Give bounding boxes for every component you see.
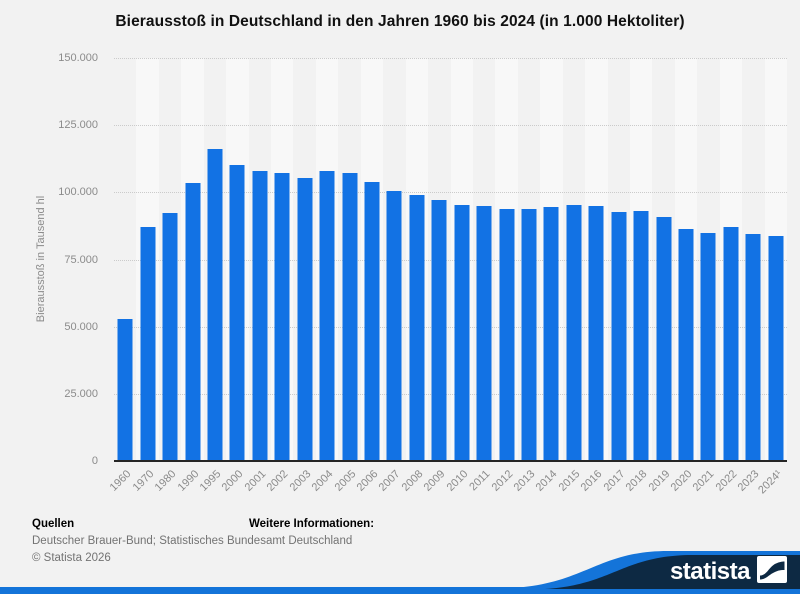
column-band: [518, 58, 540, 461]
bar-1995: [207, 148, 223, 461]
y-tick-label: 50.000: [64, 320, 98, 333]
more-info-heading: Weitere Informationen:: [249, 518, 375, 530]
column-band: [585, 58, 608, 461]
column-band: [271, 58, 294, 461]
bar-2016: [588, 205, 604, 461]
column-band: [608, 58, 630, 461]
gridline: [114, 259, 787, 261]
column-band: [204, 58, 226, 461]
x-axis-line: [114, 460, 787, 462]
column-band: [742, 58, 764, 461]
column-band: [697, 58, 719, 461]
column-band: [136, 58, 159, 461]
bar-2000: [229, 164, 245, 461]
bar-2007: [386, 191, 402, 461]
column-band: [360, 58, 384, 461]
bar-1980: [162, 213, 178, 461]
column-band: [159, 58, 181, 461]
bar-2023: [745, 234, 761, 461]
column-band: [495, 58, 518, 461]
bar-2018: [633, 210, 649, 461]
copyright-text: © Statista 2026: [32, 552, 111, 564]
column-band: [674, 58, 698, 461]
y-tick-label: 100.000: [58, 186, 98, 199]
gridline: [114, 192, 787, 194]
column-band: [315, 58, 339, 461]
column-band: [652, 58, 674, 461]
bar-1970: [140, 227, 156, 461]
bar-2010: [454, 205, 470, 461]
y-tick-label: 75.000: [64, 253, 98, 266]
column-band: [450, 58, 473, 461]
bar-2009: [431, 200, 447, 461]
column-band: [540, 58, 563, 461]
bar-2015: [566, 205, 582, 461]
plot-area: [114, 58, 787, 462]
column-band: [764, 58, 787, 461]
bar-1960: [117, 318, 133, 461]
column-band: [338, 58, 360, 461]
statista-logo-icon: [757, 556, 787, 583]
bottom-blue-strip: [0, 587, 800, 594]
column-band: [293, 58, 315, 461]
chart-title: Bierausstoß in Deutschland in den Jahren…: [115, 13, 685, 30]
column-band: [719, 58, 743, 461]
bar-2008: [409, 194, 425, 461]
gridline: [114, 393, 787, 395]
gridline: [114, 125, 787, 127]
bar-2002: [274, 173, 290, 461]
bar-2022: [723, 226, 739, 461]
wave-navy-body: [545, 555, 800, 589]
sources-heading: Quellen: [32, 518, 75, 530]
y-tick-label: 0: [91, 455, 98, 467]
bar-2017: [611, 211, 627, 461]
column-band: [114, 58, 136, 461]
bar-2001: [252, 170, 268, 461]
y-tick-label: 150.000: [58, 52, 98, 64]
column-band: [249, 58, 271, 461]
bar-2004: [319, 170, 335, 461]
column-band: [181, 58, 204, 461]
bar-2011: [476, 205, 492, 461]
y-tick-label: 125.000: [58, 119, 98, 132]
sources-text: Deutscher Brauer-Bund; Statistisches Bun…: [32, 535, 353, 547]
bar-2006: [364, 182, 380, 461]
column-band: [629, 58, 653, 461]
bar-2013: [521, 209, 537, 461]
bar-2021: [700, 233, 716, 461]
bar-2024: [768, 236, 784, 461]
bar-2005: [342, 173, 358, 461]
column-band: [563, 58, 585, 461]
column-band: [473, 58, 495, 461]
gridline: [114, 326, 787, 328]
column-band: [428, 58, 450, 461]
gridline: [114, 58, 787, 59]
y-tick-label: 25.000: [64, 387, 98, 400]
column-band: [405, 58, 429, 461]
column-band: [383, 58, 405, 461]
bar-2020: [678, 228, 694, 461]
bar-2014: [543, 206, 559, 461]
statista-logo-text: statista: [670, 558, 751, 585]
bar-2003: [297, 178, 313, 461]
bar-2012: [499, 208, 515, 461]
statista-brand-ribbon: statista: [0, 551, 800, 594]
column-band: [226, 58, 249, 461]
bar-1990: [185, 182, 200, 461]
bar-2019: [656, 216, 672, 461]
